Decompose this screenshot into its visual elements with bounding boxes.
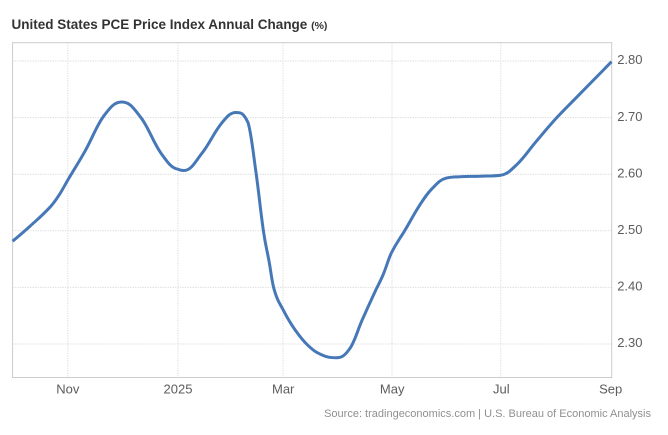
svg-text:May: May [380,382,405,397]
svg-text:Jul: Jul [493,382,510,397]
svg-text:2.40: 2.40 [617,279,642,294]
svg-text:2.70: 2.70 [617,109,642,124]
svg-text:2.60: 2.60 [617,165,642,180]
svg-text:2025: 2025 [164,382,193,397]
svg-text:Sep: Sep [599,382,622,397]
svg-text:Mar: Mar [272,382,295,397]
svg-text:Nov: Nov [56,382,80,397]
svg-text:2.50: 2.50 [617,222,642,237]
svg-text:2.30: 2.30 [617,335,642,350]
svg-text:2.80: 2.80 [617,52,642,67]
